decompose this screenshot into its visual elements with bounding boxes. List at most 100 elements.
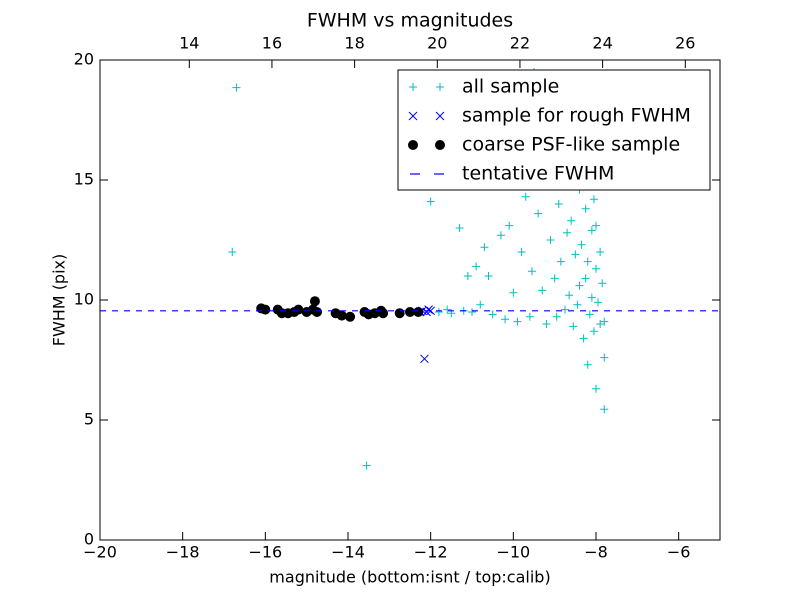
plus-marker [517, 248, 526, 256]
plus-marker [513, 317, 522, 326]
dot-marker [345, 311, 356, 322]
plus-marker [567, 216, 576, 225]
plus-marker [546, 236, 555, 244]
x2-tick-label: 26 [675, 34, 695, 53]
plus-marker [569, 322, 578, 331]
x-tick-label: −10 [496, 543, 530, 562]
chart-title: FWHM vs magnitudes [307, 10, 513, 32]
plus-marker [521, 192, 530, 201]
dot-marker [405, 307, 415, 317]
plus-marker [426, 197, 435, 206]
x-tick-label: −16 [248, 543, 282, 562]
plus-marker [362, 461, 371, 470]
x-tick-label: −14 [331, 543, 365, 562]
plus-marker [600, 405, 609, 414]
plus-marker [538, 286, 547, 295]
plus-marker [542, 320, 551, 328]
plus-marker [501, 315, 510, 324]
x2-tick-label: 16 [262, 34, 282, 53]
x-tick-label: −8 [584, 543, 608, 562]
dot-marker [260, 304, 271, 315]
x-tick-label: −12 [414, 543, 448, 562]
plus-marker [228, 248, 237, 256]
plus-marker [573, 300, 582, 309]
plus-marker [583, 257, 592, 266]
plus-marker [550, 274, 559, 283]
plus-marker [463, 272, 472, 280]
x2-tick-label: 24 [592, 34, 612, 53]
plus-marker [575, 281, 584, 290]
legend-swatch [408, 111, 418, 121]
plus-marker [565, 291, 574, 300]
legend-swatch [408, 140, 418, 150]
dot-marker [336, 310, 347, 321]
plus-marker [434, 308, 443, 316]
plus-marker [556, 257, 565, 266]
legend-swatch [435, 111, 445, 121]
plus-marker [592, 221, 600, 230]
plus-marker [600, 317, 609, 326]
plus-marker [585, 310, 594, 319]
legend-label: sample for rough FWHM [462, 105, 691, 127]
plus-marker [554, 200, 563, 208]
plus-marker [577, 240, 586, 249]
plus-marker [589, 195, 598, 204]
x-tick-label: −20 [83, 543, 117, 562]
plus-marker [579, 334, 588, 343]
legend-label: coarse PSF-like sample [462, 134, 680, 156]
plus-marker [571, 250, 580, 259]
dot-marker [378, 308, 389, 319]
legend-box [397, 69, 711, 191]
plus-marker [525, 312, 534, 321]
plus-marker [592, 384, 600, 393]
x-marker [424, 305, 433, 314]
x2-tick-label: 22 [510, 34, 530, 53]
x-axis-label: magnitude (bottom:isnt / top:calib) [269, 568, 550, 587]
dot-marker [312, 307, 322, 317]
plus-marker [443, 305, 452, 314]
x-tick-label: −6 [667, 543, 691, 562]
legend-swatch [436, 83, 444, 91]
y-tick-label: 15 [74, 170, 94, 189]
plus-marker [488, 310, 497, 319]
plus-marker [468, 308, 476, 316]
plus-marker [581, 204, 590, 213]
dot-marker [394, 308, 405, 319]
plus-marker [552, 312, 561, 321]
plus-marker [587, 293, 596, 302]
plus-marker [563, 228, 572, 237]
plus-marker [527, 267, 536, 276]
x-tick-label: −18 [166, 543, 200, 562]
y-tick-label: 5 [84, 410, 94, 429]
plus-marker [596, 320, 605, 328]
dot-marker [309, 296, 320, 307]
plus-marker [600, 353, 609, 362]
plus-marker [232, 83, 241, 92]
plus-marker [596, 248, 605, 256]
plus-marker [592, 264, 600, 273]
legend-swatch [435, 140, 445, 150]
plus-marker [472, 262, 481, 271]
y-tick-label: 20 [74, 50, 94, 69]
legend-swatch [409, 83, 417, 91]
y-axis-label: FWHM (pix) [50, 254, 69, 347]
x2-tick-label: 14 [179, 34, 199, 53]
plus-marker [496, 231, 505, 240]
plus-marker [583, 360, 592, 369]
y-tick-label: 0 [84, 530, 94, 549]
plus-marker [594, 298, 603, 307]
x2-tick-label: 20 [427, 34, 447, 53]
x2-tick-label: 18 [344, 34, 364, 53]
plus-marker [455, 224, 464, 232]
plus-marker [587, 226, 596, 235]
plus-marker [509, 288, 518, 297]
plus-marker [534, 209, 543, 218]
plus-marker [598, 279, 607, 288]
plus-marker [484, 272, 493, 280]
dot-marker [293, 304, 304, 315]
plus-marker [589, 327, 598, 336]
y-tick-label: 10 [74, 290, 94, 309]
legend-label: all sample [462, 76, 559, 98]
dot-marker [413, 307, 424, 317]
